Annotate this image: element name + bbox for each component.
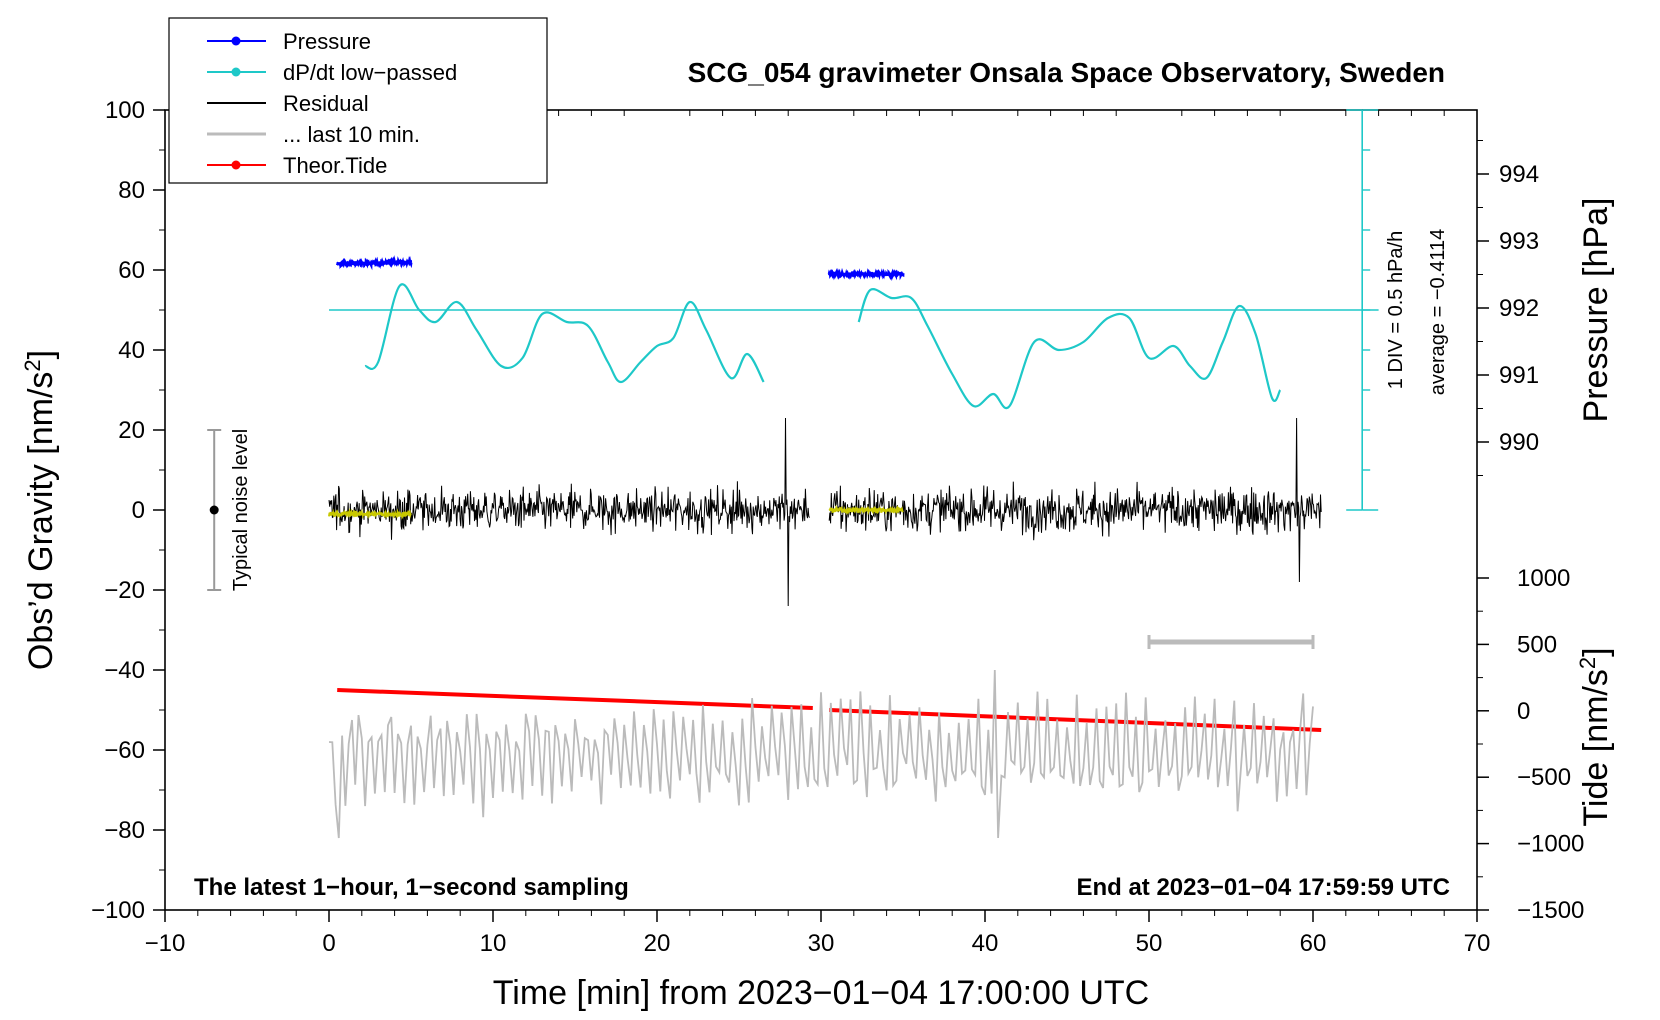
tide-axis-title-main: Tide [nm/s: [1577, 669, 1615, 826]
y-tick-label: −60: [104, 737, 145, 764]
y-tick-label: −100: [91, 897, 145, 924]
residual-series-segment-0: [328, 417, 810, 607]
pressure-axis-title: Pressure [hPa]: [1577, 198, 1615, 423]
pressure-tick-label: 994: [1499, 161, 1539, 188]
x-tick-label: 40: [972, 930, 999, 957]
x-tick-label: 60: [1300, 930, 1327, 957]
tide-axis-title: Tide [nm/s2]: [1575, 647, 1615, 826]
y-tick-label: 100: [105, 97, 145, 124]
dpdt-series-segment-0: [364, 283, 765, 384]
tide-axis-title-end: ]: [1577, 647, 1615, 656]
end-time-note: End at 2023−01−04 17:59:59 UTC: [1076, 874, 1450, 901]
pressure-tick-label: 990: [1499, 429, 1539, 456]
y-axis-title: Obs’d Gravity [nm/s2]: [20, 350, 60, 670]
chart-traces: [328, 255, 1379, 839]
residual-smoothed-segment-0: [328, 507, 412, 520]
tide-tick-label: 1000: [1517, 565, 1570, 592]
chart-title: SCG_054 gravimeter Onsala Space Observat…: [688, 57, 1445, 88]
y-axis-title-main: Obs’d Gravity [nm/s: [22, 372, 60, 671]
legend-box: [168, 17, 548, 184]
legend-marker-4: [231, 160, 241, 170]
tide-tick-label: −1500: [1517, 897, 1584, 924]
x-axis-title: Time [min] from 2023−01−04 17:00:00 UTC: [493, 974, 1149, 1012]
noise-level-point: [209, 505, 219, 515]
legend-label-0: Pressure: [283, 29, 371, 54]
tide-tick-label: 0: [1517, 698, 1530, 725]
pressure-series-segment-1: [827, 267, 905, 282]
legend-label-4: Theor.Tide: [283, 153, 387, 178]
tide-axis-title-sup: 2: [1575, 657, 1600, 669]
legend-label-2: Residual: [283, 91, 369, 116]
x-tick-label: 20: [644, 930, 671, 957]
y-tick-label: −80: [104, 817, 145, 844]
y-tick-label: −20: [104, 577, 145, 604]
y-tick-label: 60: [118, 257, 145, 284]
x-tick-label: 30: [808, 930, 835, 957]
legend-marker-0: [231, 36, 241, 46]
dpdt-div-label: 1 DIV = 0.5 hPa/h: [1385, 231, 1407, 389]
last-10-min-series: [328, 669, 1314, 839]
sampling-note: The latest 1−hour, 1−second sampling: [194, 874, 629, 901]
y-tick-label: 20: [118, 417, 145, 444]
y-tick-label: 80: [118, 177, 145, 204]
x-ticks: −10 0 10 20 30 40 50 60 70: [145, 110, 1491, 957]
tide-series-segment-0: [337, 688, 813, 710]
y-tick-label: 40: [118, 337, 145, 364]
noise-level-label: Typical noise level: [230, 429, 252, 591]
legend-label-1: dP/dt low−passed: [283, 60, 457, 85]
y-ticks: −100 −80 −60 −40 −20 0 20 40 60 80 100: [91, 97, 165, 924]
tide-tick-label: 500: [1517, 631, 1557, 658]
pressure-series-segment-0: [336, 255, 413, 271]
dpdt-series-segment-1: [857, 288, 1282, 410]
pressure-ticks: 990 991 992 993 994: [1477, 140, 1539, 476]
legend-label-3: ... last 10 min.: [283, 122, 420, 147]
dpdt-scale: 1 DIV = 0.5 hPa/h average = −0.4114: [1346, 109, 1449, 511]
tide-tick-label: −1000: [1517, 831, 1584, 858]
pressure-tick-label: 992: [1499, 295, 1539, 322]
tide-ticks: 1000 500 0 −500 −1000 −1500: [1477, 565, 1584, 924]
pressure-tick-label: 991: [1499, 362, 1539, 389]
x-tick-label: −10: [145, 930, 186, 957]
x-tick-label: 70: [1464, 930, 1491, 957]
y-axis-title-end: ]: [22, 350, 60, 359]
dpdt-average-label: average = −0.4114: [1427, 229, 1449, 395]
legend: Pressure dP/dt low−passed Residual ... last…: [168, 17, 548, 184]
y-tick-label: −40: [104, 657, 145, 684]
x-tick-label: 0: [322, 930, 335, 957]
tide-tick-label: −500: [1517, 764, 1571, 791]
legend-marker-1: [231, 67, 241, 77]
noise-level-indicator: Typical noise level: [207, 429, 252, 591]
y-tick-label: 0: [132, 497, 145, 524]
residual-series-segment-1: [828, 417, 1322, 583]
residual-smoothed-segment-1: [828, 504, 904, 516]
x-tick-label: 10: [480, 930, 507, 957]
pressure-tick-label: 993: [1499, 228, 1539, 255]
y-axis-title-sup: 2: [20, 359, 45, 371]
x-tick-label: 50: [1136, 930, 1163, 957]
